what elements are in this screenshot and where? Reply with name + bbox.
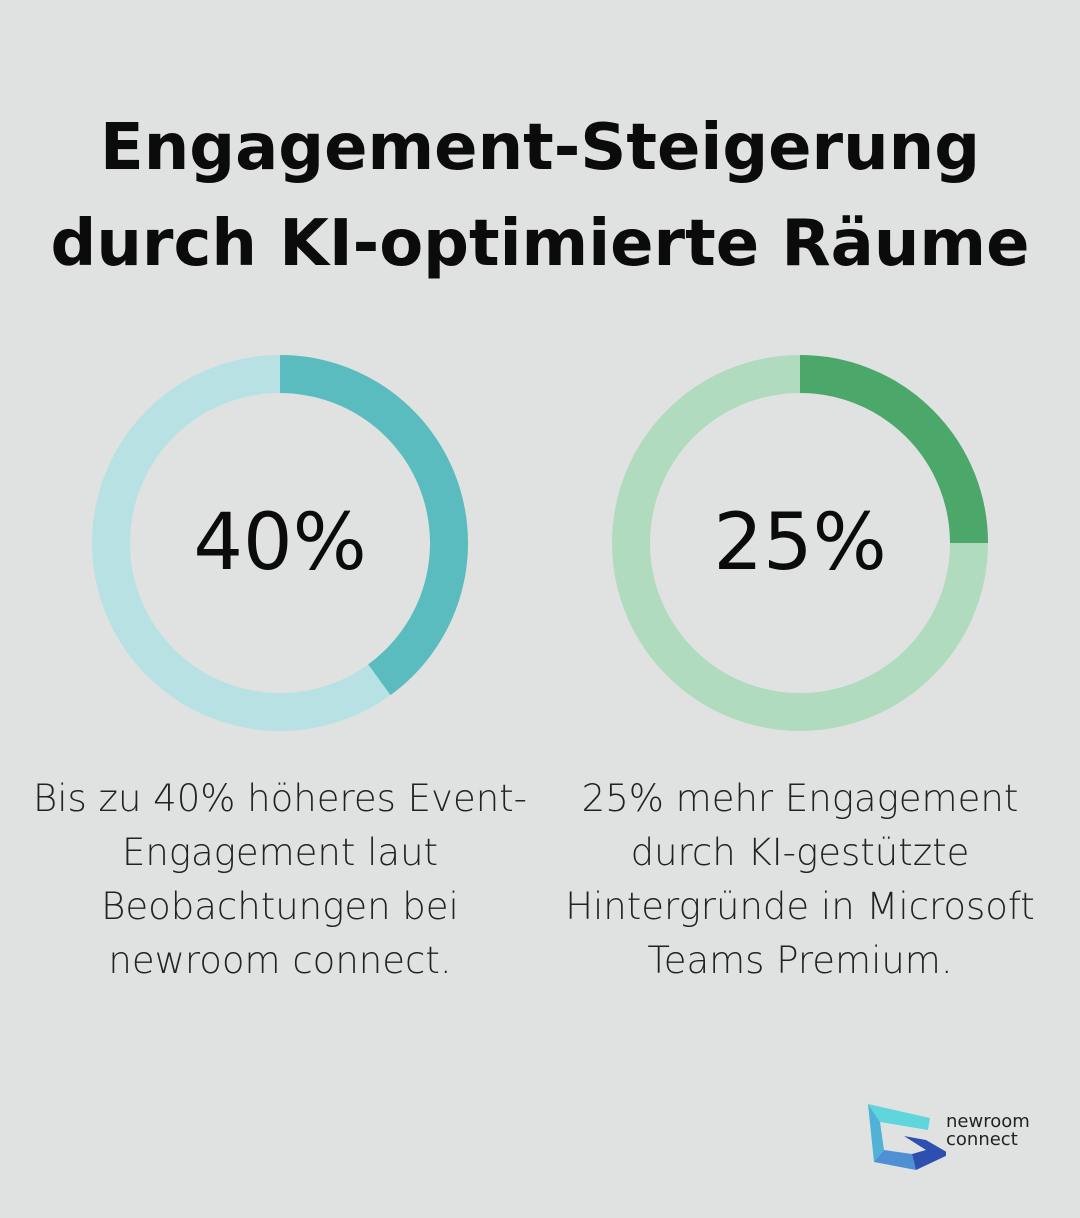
donut-value-label: 25%	[713, 498, 887, 588]
logo-text-line-1: newroom	[946, 1111, 1030, 1132]
title-line-2: durch KI-optimierte Räume	[50, 207, 1030, 281]
donut-chart-1: 40%	[92, 355, 468, 731]
donut-svg-2	[612, 355, 988, 731]
page-title: Engagement-Steigerung durch KI-optimiert…	[0, 100, 1080, 292]
donut-value-arc	[799, 355, 988, 544]
donut-value-label: 40%	[193, 498, 367, 588]
logo-text-line-2: connect	[946, 1129, 1018, 1150]
stat-description-2: 25% mehr Engagement durch KI-gestützte H…	[565, 777, 1035, 982]
logo-mark-icon	[868, 1104, 950, 1170]
title-line-1: Engagement-Steigerung	[99, 111, 981, 185]
donut-svg-1	[92, 355, 468, 731]
donut-chart-2: 25%	[612, 355, 988, 731]
donut-value-arc	[279, 355, 468, 696]
newroom-connect-logo: newroom connect	[866, 1100, 1041, 1176]
stat-description-1: Bis zu 40% höheres Event-Engagement laut…	[32, 777, 528, 982]
